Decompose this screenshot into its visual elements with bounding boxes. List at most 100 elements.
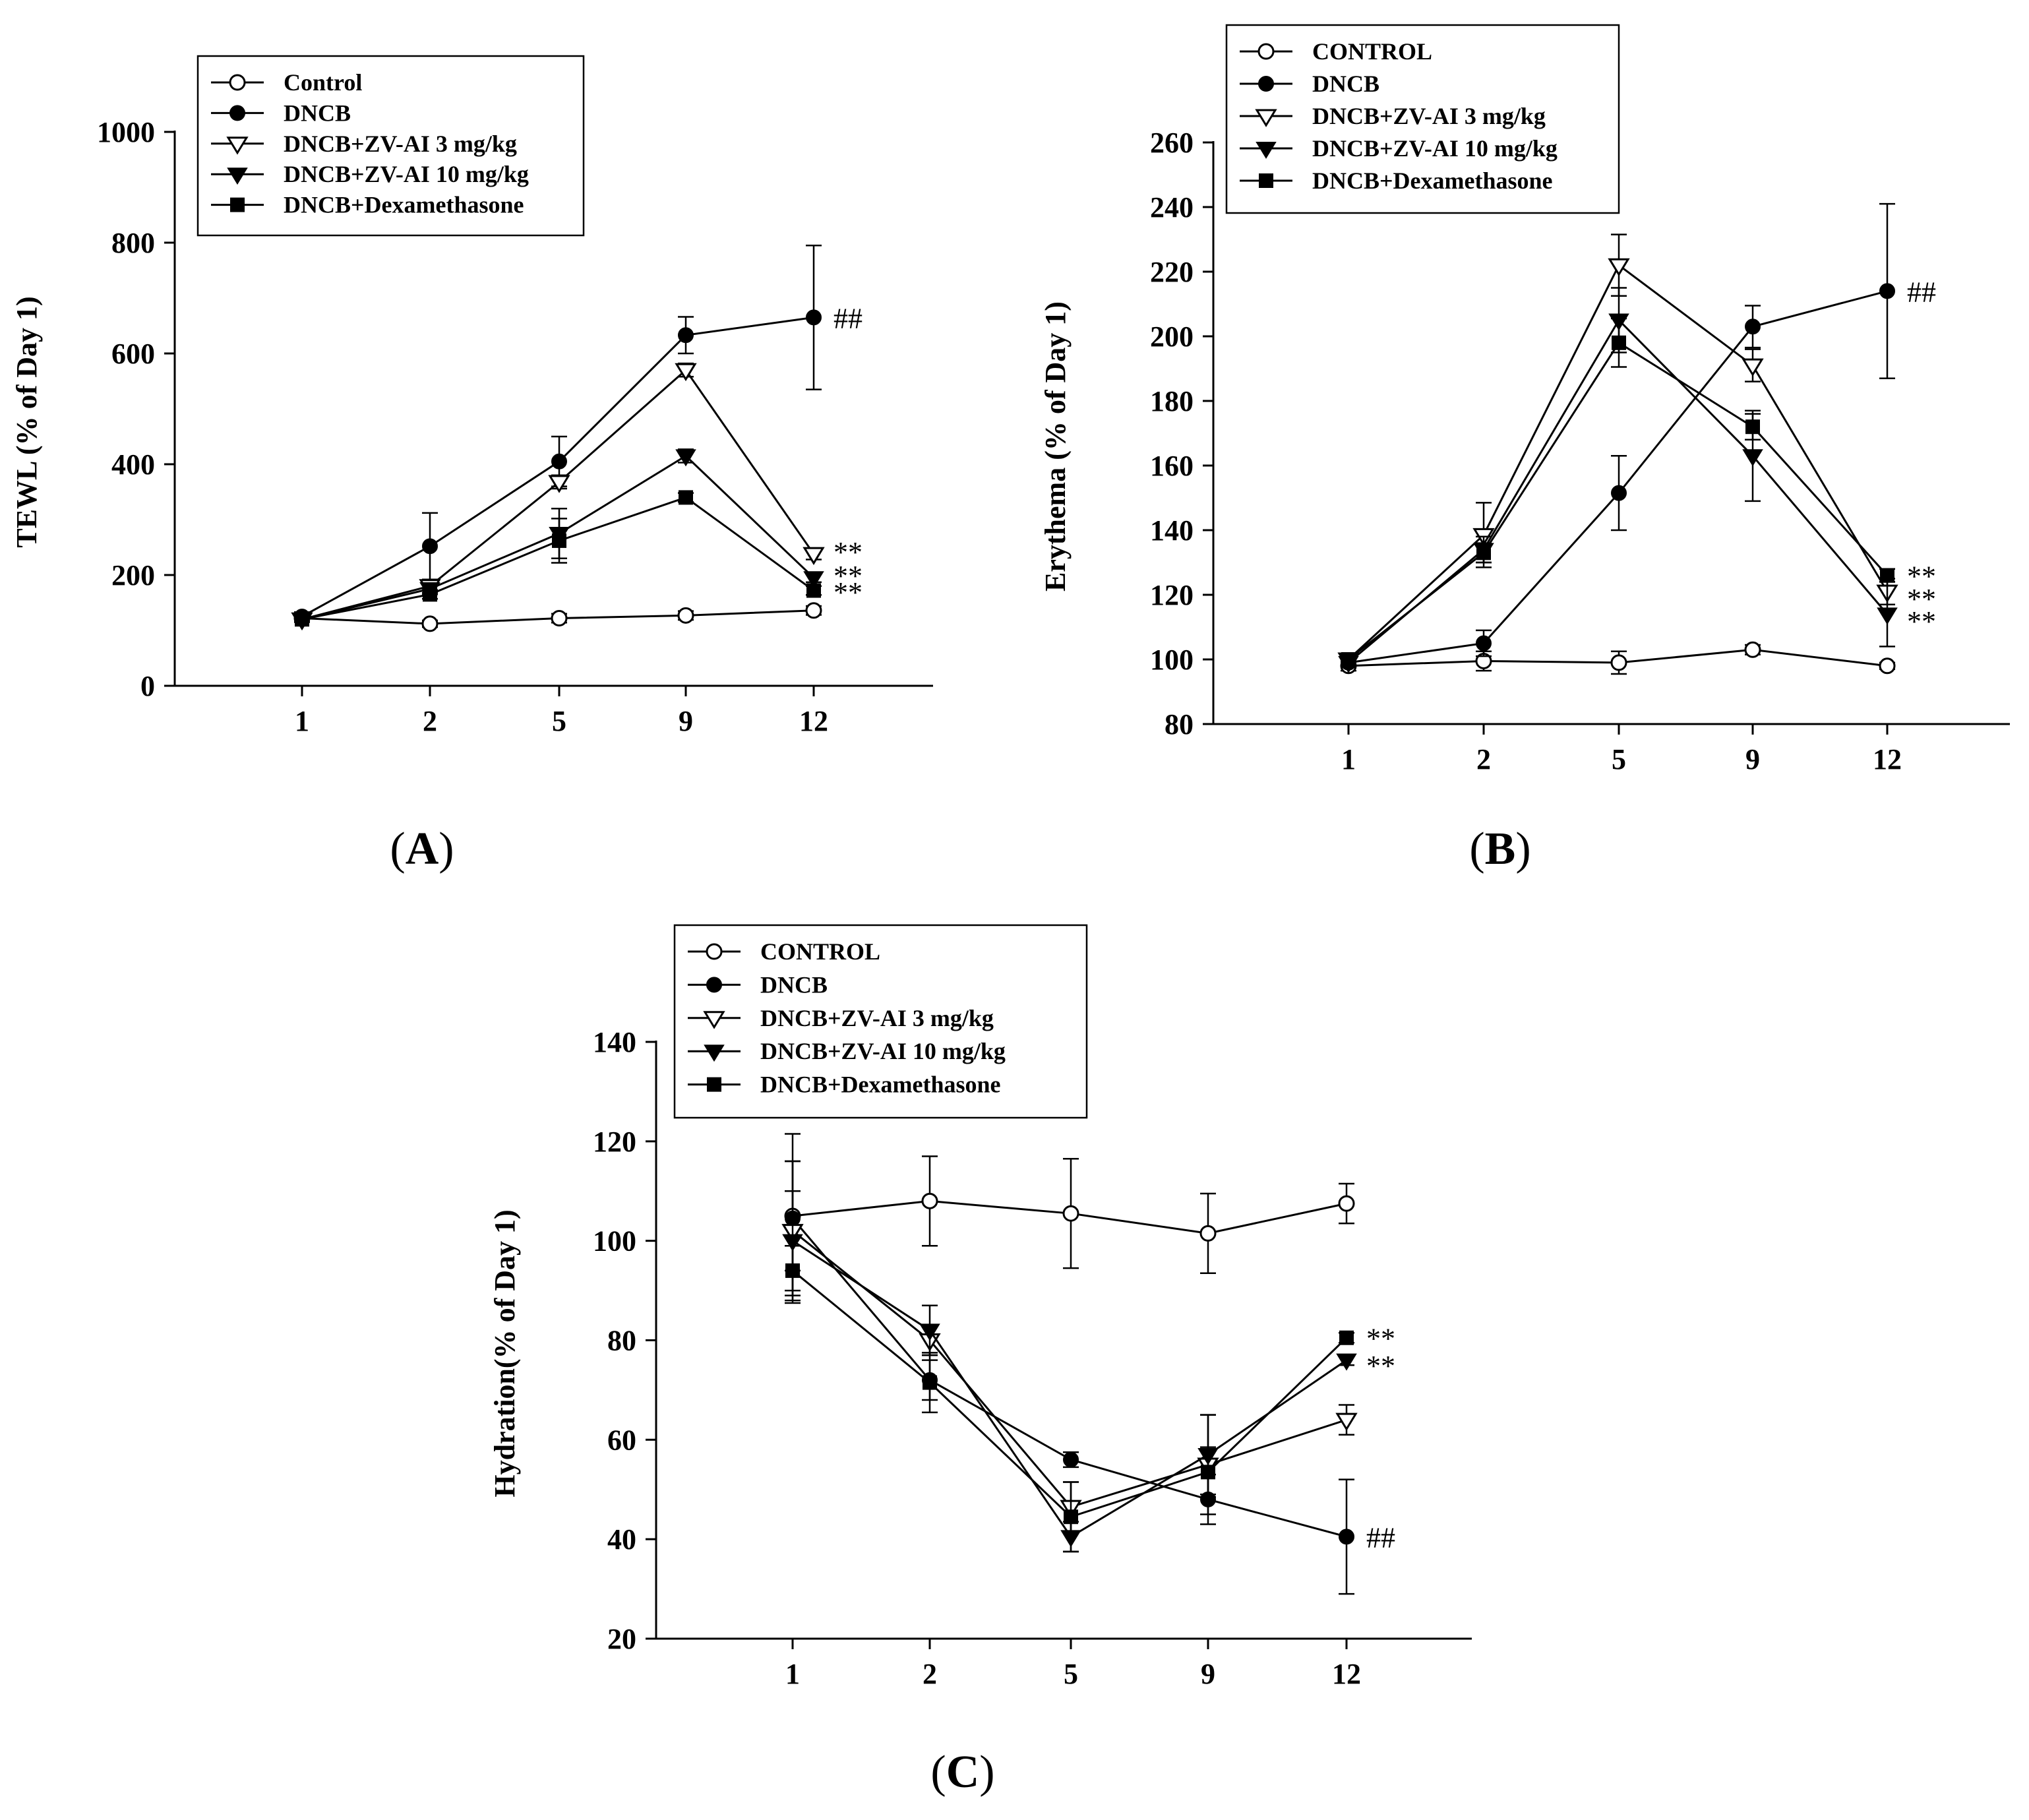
legend: CONTROL DNCB DNCB+ZV-AI 3 mg/kg DNCB+ZV-AI … <box>673 924 1088 1119</box>
legend-label: DNCB+ZV-AI 3 mg/kg <box>760 1005 994 1031</box>
legend-label: DNCB+ZV-AI 10 mg/kg <box>1312 135 1558 162</box>
x-tick-label: 5 <box>1612 743 1626 775</box>
data-point-dncb <box>1476 635 1492 652</box>
data-point-dncb <box>1745 318 1761 335</box>
significance-star: ** <box>833 576 863 609</box>
legend-label: CONTROL <box>1312 38 1432 65</box>
data-point-dncb <box>806 309 822 326</box>
x-tick-label: 2 <box>1476 743 1491 775</box>
significance-star: ** <box>833 560 863 592</box>
legend-item-control: CONTROL <box>1240 38 1432 65</box>
y-tick-label: 140 <box>593 1026 636 1058</box>
data-point-control <box>1610 654 1627 671</box>
data-point-dncb-dexamethasone <box>1341 652 1356 667</box>
significance-star: ** <box>1907 561 1936 593</box>
x-tick-label: 9 <box>1201 1658 1215 1690</box>
y-tick-label: 120 <box>1150 579 1194 611</box>
legend-marker <box>1259 173 1273 188</box>
legend-item-dncb-zv-ai-3-mg-kg: DNCB+ZV-AI 3 mg/kg <box>1240 103 1546 129</box>
legend-item-dncb-dexamethasone: DNCB+Dexamethasone <box>211 192 524 218</box>
data-point-dncb-dexamethasone <box>1201 1465 1215 1480</box>
data-point-dncb-dexamethasone <box>806 583 821 598</box>
data-point-dncb-dexamethasone <box>1339 1330 1354 1345</box>
data-point-dncb-dexamethasone <box>1476 545 1491 561</box>
x-tick-label: 12 <box>1332 1658 1361 1690</box>
x-tick-label: 12 <box>799 705 828 737</box>
y-tick-label: 240 <box>1150 191 1194 224</box>
y-tick-label: 40 <box>607 1523 636 1556</box>
y-tick-label: 20 <box>607 1623 636 1655</box>
data-point-dncb-zv-ai-10-mg-kg <box>1742 449 1763 467</box>
data-point-dncb-zv-ai-10-mg-kg <box>803 571 824 589</box>
data-point-dncb-dexamethasone <box>785 1263 800 1278</box>
y-tick-label: 60 <box>607 1424 636 1456</box>
data-point-control <box>551 610 568 627</box>
x-tick-label: 12 <box>1873 743 1902 775</box>
data-point-dncb-dexamethasone <box>679 490 693 505</box>
data-point-dncb-dexamethasone <box>1880 568 1894 583</box>
data-point-dncb-zv-ai-10-mg-kg <box>782 1234 803 1252</box>
legend-label: DNCB+ZV-AI 10 mg/kg <box>284 161 529 187</box>
data-point-dncb-dexamethasone <box>423 587 437 602</box>
y-tick-label: 200 <box>111 559 155 592</box>
legend-label: DNCB+Dexamethasone <box>284 192 524 218</box>
y-axis-label: Hydration(% of Day 1) <box>489 1209 521 1497</box>
data-point-dncb-zv-ai-3-mg-kg <box>1741 358 1764 377</box>
legend-marker <box>227 167 248 185</box>
data-point-dncb-zv-ai-10-mg-kg <box>675 449 696 467</box>
data-point-dncb <box>1879 283 1895 299</box>
legend-marker <box>707 1077 721 1092</box>
panel-letter: B <box>1485 824 1516 874</box>
legend-label: DNCB <box>760 971 828 998</box>
legend-label: DNCB <box>1312 71 1379 97</box>
data-point-dncb-zv-ai-3-mg-kg <box>1335 1412 1358 1432</box>
legend-label: DNCB+Dexamethasone <box>1312 167 1553 194</box>
x-tick-label: 1 <box>1341 743 1356 775</box>
legend-marker <box>1257 43 1275 60</box>
y-tick-label: 80 <box>607 1325 636 1357</box>
data-point-dncb-dexamethasone <box>923 1375 937 1390</box>
data-point-dncb-zv-ai-3-mg-kg <box>1608 258 1630 277</box>
data-point-control <box>1338 1195 1355 1212</box>
data-point-dncb-zv-ai-10-mg-kg <box>919 1323 940 1341</box>
legend-item-dncb-zv-ai-10-mg-kg: DNCB+ZV-AI 10 mg/kg <box>688 1038 1006 1064</box>
legend-item-control: CONTROL <box>688 938 880 965</box>
data-point-dncb-zv-ai-10-mg-kg <box>1877 607 1898 625</box>
legend: CONTROL DNCB DNCB+ZV-AI 3 mg/kg DNCB+ZV-AI … <box>1225 24 1620 214</box>
legend-marker <box>706 977 722 993</box>
data-point-control <box>921 1192 938 1209</box>
data-point-dncb-dexamethasone <box>1612 335 1626 350</box>
data-point-dncb <box>1063 1451 1079 1468</box>
y-tick-label: 180 <box>1150 385 1194 417</box>
legend-item-dncb-zv-ai-3-mg-kg: DNCB+ZV-AI 3 mg/kg <box>688 1005 994 1031</box>
data-point-dncb-zv-ai-3-mg-kg <box>675 363 697 382</box>
y-axis-label: Erythema (% of Day 1) <box>1039 301 1072 592</box>
data-point-dncb-dexamethasone <box>295 612 309 627</box>
y-tick-label: 220 <box>1150 256 1194 288</box>
x-tick-label: 5 <box>552 705 566 737</box>
panel-label: (A) <box>390 824 454 874</box>
legend-marker <box>706 943 723 960</box>
y-tick-label: 260 <box>1150 127 1194 159</box>
legend-label: DNCB+ZV-AI 3 mg/kg <box>1312 103 1546 129</box>
data-point-dncb-dexamethasone <box>1745 419 1760 435</box>
data-point-control <box>1062 1205 1079 1222</box>
y-tick-label: 80 <box>1165 708 1194 741</box>
data-point-control <box>421 615 439 632</box>
data-point-dncb-dexamethasone <box>1064 1509 1078 1525</box>
legend-marker <box>704 1045 725 1062</box>
y-tick-label: 120 <box>593 1126 636 1158</box>
y-tick-label: 0 <box>140 670 155 702</box>
legend-item-control: Control <box>211 69 362 96</box>
data-point-control <box>1744 641 1761 658</box>
x-tick-label: 1 <box>295 705 309 737</box>
legend-marker <box>703 1011 725 1029</box>
data-point-control <box>1879 657 1896 675</box>
data-point-dncb <box>551 453 567 470</box>
legend-label: Control <box>284 69 362 96</box>
legend-label: DNCB <box>284 100 351 126</box>
legend-item-dncb: DNCB <box>688 971 828 998</box>
